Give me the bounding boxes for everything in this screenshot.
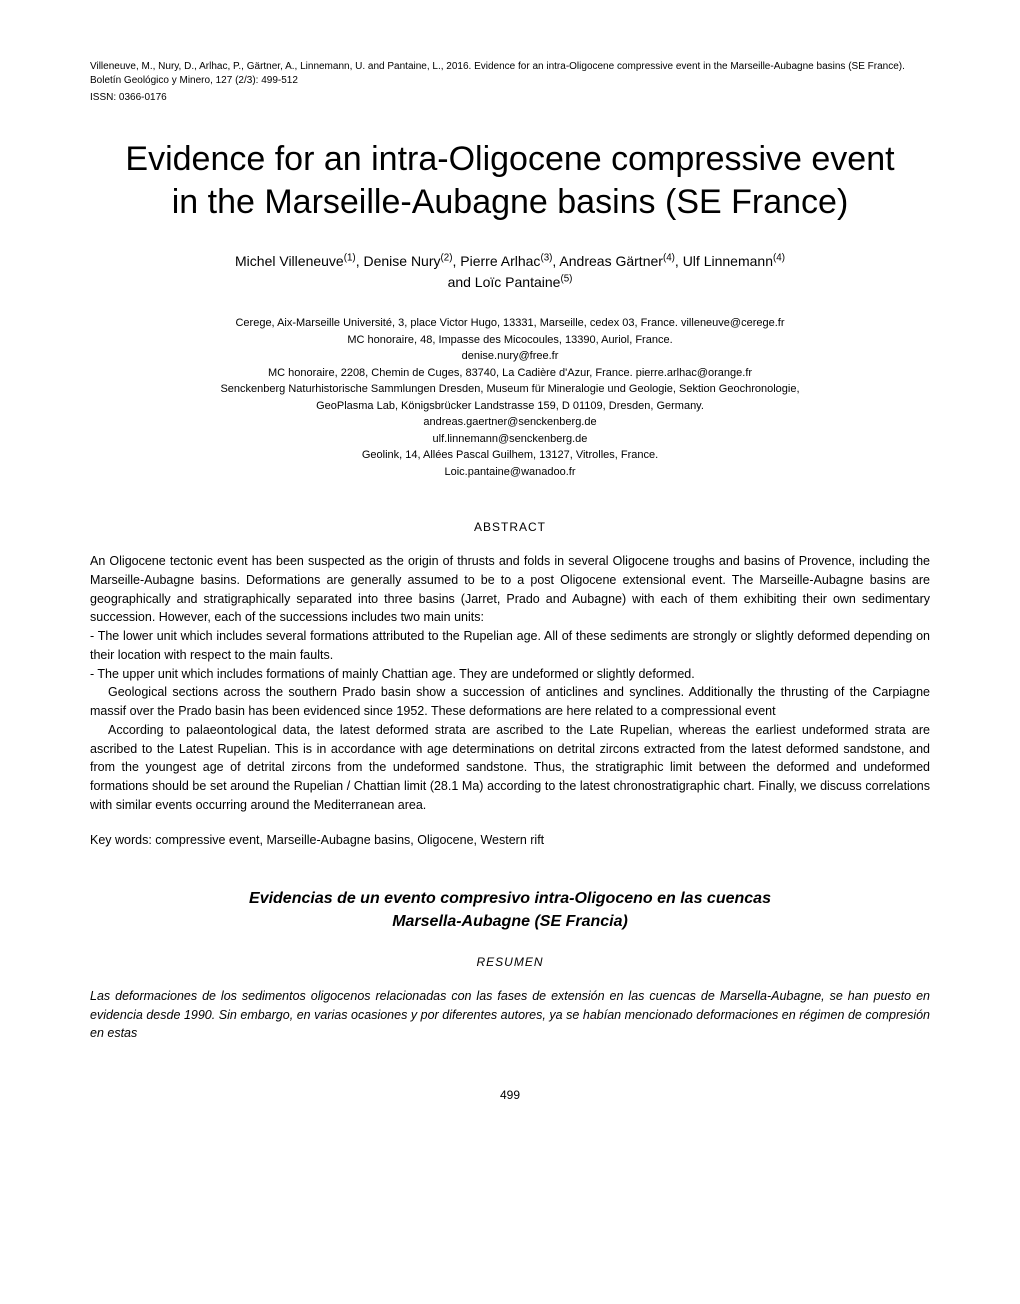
resumen-heading: RESUMEN (90, 955, 930, 969)
authors-line-2: and Loïc Pantaine(5) (448, 274, 573, 290)
affiliation-line: GeoPlasma Lab, Königsbrücker Landstrasse… (90, 398, 930, 415)
abstract-paragraph: An Oligocene tectonic event has been sus… (90, 552, 930, 627)
page-number: 499 (90, 1088, 930, 1102)
affiliations-block: Cerege, Aix-Marseille Université, 3, pla… (90, 315, 930, 480)
abstract-bullet: - The upper unit which includes formatio… (90, 665, 930, 684)
abstract-body: An Oligocene tectonic event has been sus… (90, 552, 930, 815)
spanish-title: Evidencias de un evento compresivo intra… (90, 887, 930, 933)
abstract-bullet: - The lower unit which includes several … (90, 627, 930, 665)
spanish-title-line-1: Evidencias de un evento compresivo intra… (249, 890, 771, 907)
affiliation-line: Geolink, 14, Allées Pascal Guilhem, 1312… (90, 447, 930, 464)
issn-text: ISSN: 0366-0176 (90, 92, 930, 103)
affiliation-line: Loic.pantaine@wanadoo.fr (90, 464, 930, 481)
affiliation-line: denise.nury@free.fr (90, 348, 930, 365)
resumen-body: Las deformaciones de los sedimentos olig… (90, 987, 930, 1043)
affiliation-line: MC honoraire, 2208, Chemin de Cuges, 837… (90, 365, 930, 382)
affiliation-line: MC honoraire, 48, Impasse des Micocoules… (90, 332, 930, 349)
spanish-title-line-2: Marsella-Aubagne (SE Francia) (392, 913, 628, 930)
abstract-heading: ABSTRACT (90, 520, 930, 534)
citation-text: Villeneuve, M., Nury, D., Arlhac, P., Gä… (90, 60, 930, 88)
affiliation-line: Senckenberg Naturhistorische Sammlungen … (90, 381, 930, 398)
affiliation-line: Cerege, Aix-Marseille Université, 3, pla… (90, 315, 930, 332)
authors-block: Michel Villeneuve(1), Denise Nury(2), Pi… (90, 251, 930, 293)
abstract-paragraph: According to palaeontological data, the … (90, 721, 930, 815)
abstract-paragraph: Geological sections across the southern … (90, 683, 930, 721)
affiliation-line: ulf.linnemann@senckenberg.de (90, 431, 930, 448)
authors-line-1: Michel Villeneuve(1), Denise Nury(2), Pi… (235, 253, 785, 269)
paper-title: Evidence for an intra-Oligocene compress… (90, 138, 930, 223)
keywords-line: Key words: compressive event, Marseille-… (90, 833, 930, 847)
affiliation-line: andreas.gaertner@senckenberg.de (90, 414, 930, 431)
resumen-paragraph: Las deformaciones de los sedimentos olig… (90, 987, 930, 1043)
